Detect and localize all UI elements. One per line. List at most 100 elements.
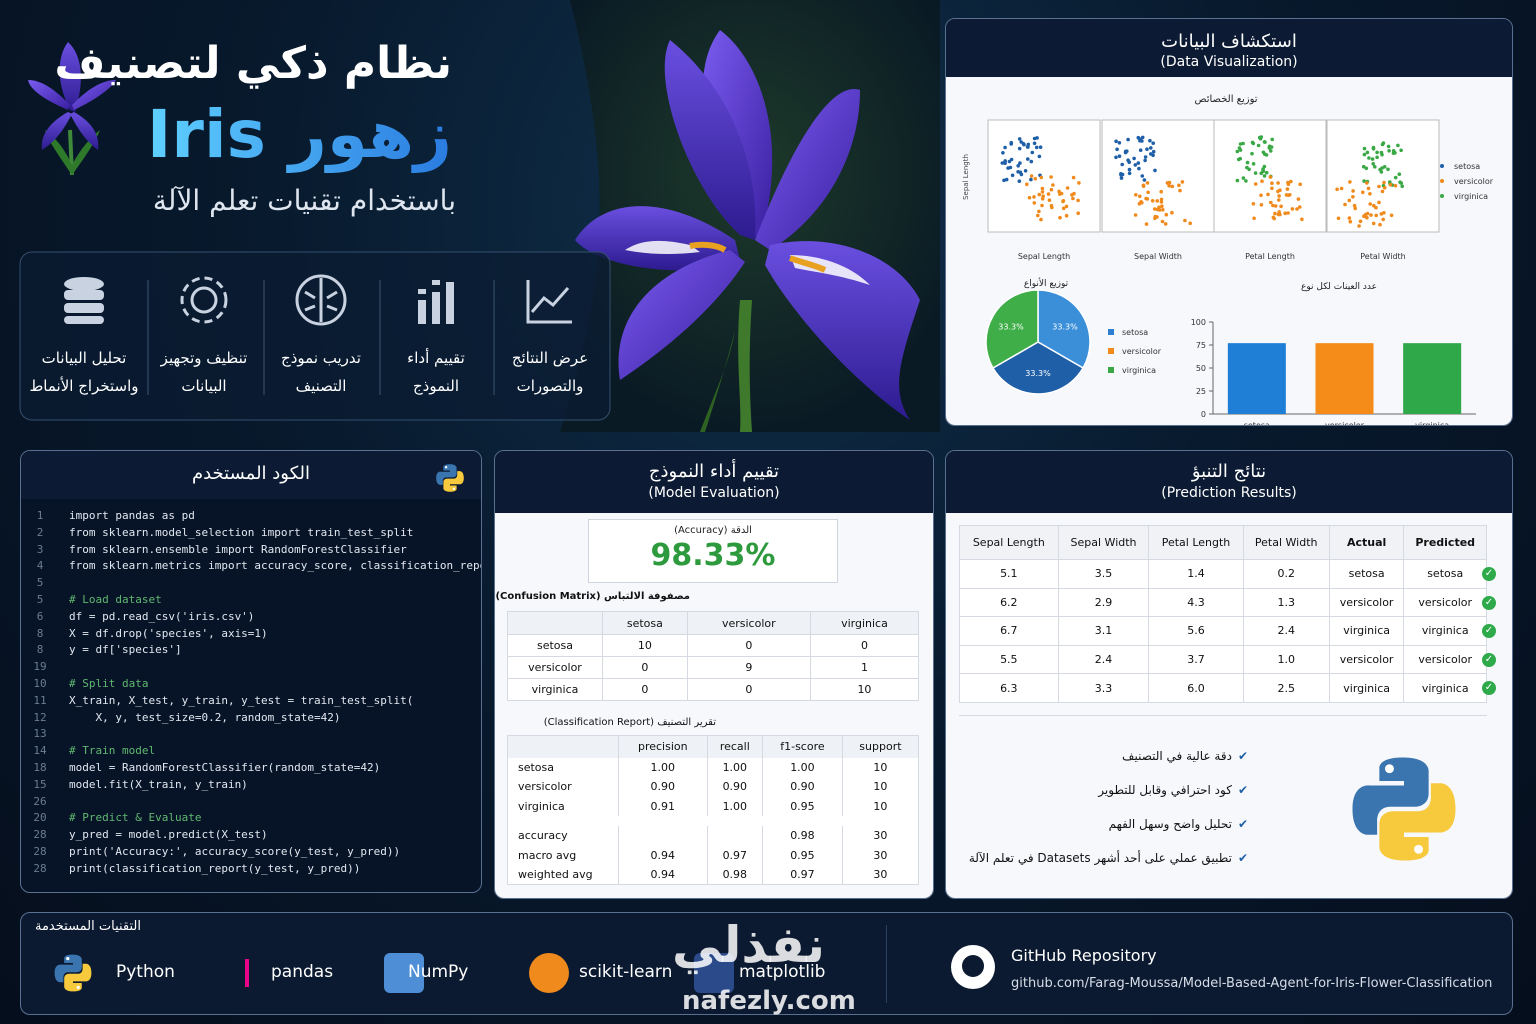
scatter-dot — [1271, 203, 1275, 208]
scatter-dot — [1251, 202, 1256, 206]
line-number: 18 — [33, 761, 47, 774]
legend-label: versicolor — [1454, 177, 1494, 186]
scatter-dot — [1117, 154, 1122, 158]
report-cell — [618, 826, 708, 846]
legend-swatch — [1108, 348, 1114, 354]
scatter-dot — [1029, 177, 1033, 182]
scatter-dot — [1250, 140, 1255, 145]
scatter-dot — [1378, 222, 1382, 227]
scatter-dot — [1366, 186, 1371, 191]
panel-title: تقييم أداء النموذج — [648, 461, 780, 482]
matrix-cell: 0 — [809, 634, 920, 657]
row-label: accuracy — [507, 826, 619, 846]
column-header: versicolor — [686, 611, 811, 635]
scatter-dot — [1339, 186, 1344, 191]
legend-label: setosa — [1122, 328, 1148, 337]
scatter-dot — [1368, 192, 1372, 196]
code-text: X, y, test_size=0.2, random_state=42) — [69, 710, 341, 724]
scatter-dot — [1145, 181, 1150, 185]
matrix-cell: 1 — [809, 656, 920, 679]
prediction-cell: 3.1 — [1057, 616, 1150, 646]
report-cell: 10 — [842, 777, 920, 797]
evaluation-panel: تقييم أداء النموذج (Model Evaluation) (Acc… — [494, 450, 934, 899]
prediction-cell: 2.4 — [1242, 616, 1330, 646]
scatter-dot — [1017, 146, 1022, 151]
scatter-dot — [1284, 193, 1289, 197]
scatter-dot — [1159, 189, 1163, 194]
line-number: 11 — [33, 693, 47, 707]
scatter-dot — [1120, 172, 1125, 177]
scatter-dot — [1040, 190, 1045, 194]
scatter-dot — [1115, 147, 1119, 152]
scatter-dot — [1137, 166, 1141, 171]
matrix-cell: 10 — [809, 678, 920, 701]
scatter-x-label: Petal Length — [1245, 252, 1295, 261]
scatter-dot — [1161, 208, 1165, 212]
report-cell: 0.91 — [618, 796, 708, 816]
row-label: virginica — [507, 796, 619, 816]
scatter-dot — [1238, 142, 1243, 146]
scatter-dot — [1150, 199, 1155, 203]
scatter-dot — [1362, 146, 1367, 151]
line-number: 2 — [36, 525, 44, 539]
code-text: y = df['species'] — [69, 643, 182, 657]
column-header: Petal Length — [1148, 525, 1244, 560]
scatter-dot — [1018, 170, 1023, 175]
scatter-dot — [1072, 191, 1076, 196]
python-icon — [436, 464, 464, 492]
report-row: accuracy 0.98 30 — [507, 826, 920, 846]
report-cell: 0.97 — [707, 845, 764, 865]
prediction-cell: setosa — [1403, 559, 1487, 589]
header-row: Sepal Length Sepal Width Petal Length Petal… — [959, 525, 1487, 560]
scatter-dot — [1399, 181, 1403, 185]
step-line-1: تحليل البيانات — [41, 349, 127, 367]
report-cell: 10 — [842, 757, 920, 777]
iris-logo — [28, 42, 116, 176]
scatter-dot — [1049, 175, 1053, 179]
scatter-dot — [1369, 213, 1373, 217]
scatter-dot — [1143, 155, 1148, 159]
scatter-dot — [1025, 182, 1029, 187]
scatter-dot — [1361, 190, 1365, 195]
scatter-dot — [1371, 145, 1376, 150]
column-header: Petal Width — [1243, 525, 1330, 560]
check-mark: ✔ — [1237, 851, 1248, 865]
y-tick-label: 0 — [1201, 410, 1206, 419]
report-cell: 10 — [842, 796, 920, 816]
github-icon — [951, 945, 995, 989]
scatter-dot — [1037, 209, 1041, 214]
report-cell: 1.00 — [707, 796, 764, 816]
check-icon: ✓ — [1482, 624, 1496, 639]
scatter-dot — [1289, 179, 1293, 184]
scatter-dot — [1027, 195, 1032, 200]
scatter-dot — [1004, 177, 1009, 182]
scatter-dot — [1362, 179, 1366, 183]
scatter-dot — [1009, 140, 1014, 145]
scatter-y-label: Sepal Length — [962, 154, 970, 200]
scatter-dot — [1370, 157, 1375, 161]
bar — [1227, 343, 1286, 414]
code-text: # Load dataset — [69, 593, 162, 606]
pie-slice — [985, 289, 1039, 370]
scatter-dot — [1126, 158, 1130, 162]
prediction-cell: 5.5 — [959, 644, 1059, 675]
column-header: Actual — [1329, 525, 1405, 560]
accuracy-box: (Accuracy) الدقة 98.33% — [588, 519, 838, 583]
scatter-dot — [1148, 138, 1152, 143]
scatter-dot — [1123, 149, 1128, 154]
line-number: 28 — [33, 828, 47, 842]
scatter-dot — [1300, 217, 1304, 222]
scatter-dot — [1071, 175, 1076, 180]
scatter-x-label: Sepal Length — [1018, 252, 1070, 261]
scatter-dot — [1335, 187, 1339, 192]
scatter-dot — [1026, 145, 1030, 149]
scatter-dot — [1151, 149, 1156, 154]
scatter-dot — [1264, 170, 1269, 175]
scatter-x-label: Sepal Width — [1134, 252, 1182, 261]
scatter-dot — [1007, 159, 1012, 164]
scatter-dot — [1347, 198, 1352, 203]
scatter-dot — [1000, 161, 1005, 165]
prediction-cell: virginica — [1403, 673, 1487, 703]
prediction-cell: 1.3 — [1242, 587, 1330, 618]
